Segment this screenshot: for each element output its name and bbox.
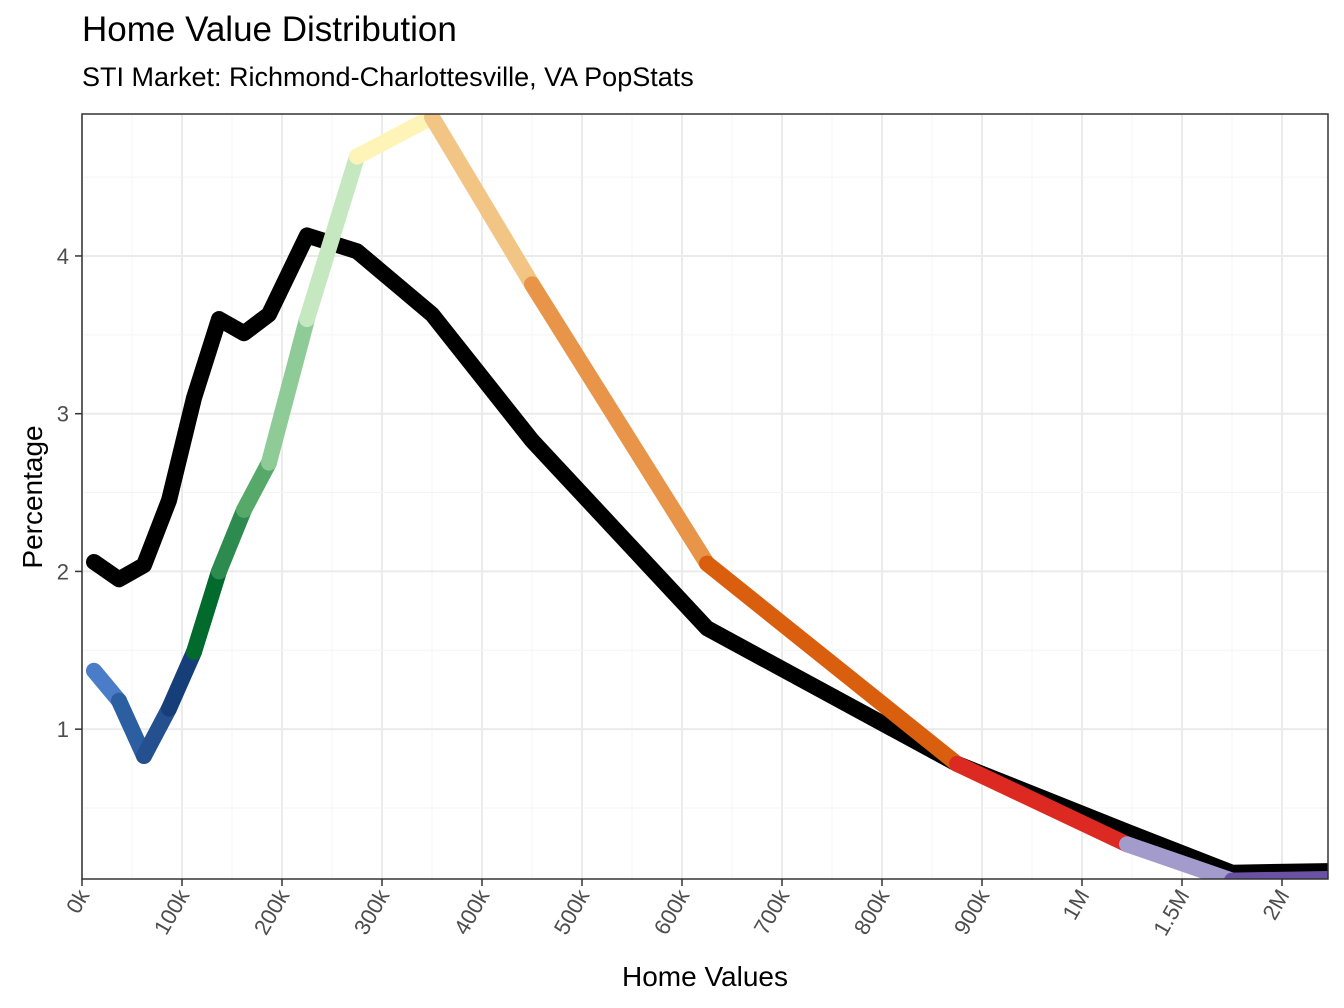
- popstats-line-segment: [299, 148, 365, 328]
- series-lines: [86, 114, 1328, 879]
- popstats-line-segment: [261, 311, 315, 471]
- popstats-line-segment: [211, 501, 252, 580]
- popstats-line-segment: [424, 114, 540, 293]
- y-axis: 1 2 3 4: [57, 244, 82, 742]
- popstats-line-segment: [349, 114, 440, 165]
- y-tick-label: 2: [57, 559, 69, 584]
- x-tick-label: 100k: [149, 884, 195, 939]
- grid-lines: [81, 114, 1328, 879]
- popstats-line-segment: [699, 555, 965, 772]
- x-axis: 0k 100k 200k 300k 400k 500k 600k 700k 800k 900k 1M…: [61, 879, 1294, 940]
- x-tick-label: 700k: [749, 884, 795, 939]
- popstats-line-segment: [136, 700, 177, 764]
- y-tick-label: 4: [57, 244, 69, 269]
- popstats-line-segment: [236, 454, 277, 518]
- x-tick-label: 200k: [249, 884, 295, 939]
- popstats-line-segment: [949, 755, 1135, 853]
- popstats-line-segment: [161, 643, 202, 717]
- x-tick-label: 500k: [549, 884, 595, 939]
- x-axis-title: Home Values: [622, 961, 788, 992]
- x-tick-label: 900k: [949, 884, 995, 939]
- x-tick-label: 400k: [449, 884, 495, 939]
- y-axis-title: Percentage: [17, 425, 48, 568]
- x-tick-label: 2M: [1257, 885, 1294, 924]
- panel-border: [81, 113, 1329, 880]
- y-tick-label: 1: [57, 717, 69, 742]
- popstats-line-segment: [186, 563, 227, 660]
- panel-background: [82, 114, 1328, 879]
- x-tick-label: 600k: [649, 884, 695, 939]
- x-tick-label: 1M: [1057, 885, 1094, 924]
- popstats-line-segment: [1119, 836, 1240, 879]
- y-tick-label: 3: [57, 402, 69, 427]
- chart-title: Home Value Distribution: [82, 10, 457, 49]
- chart-subtitle: STI Market: Richmond-Charlottesville, VA…: [82, 62, 694, 92]
- x-tick-label: 300k: [349, 884, 395, 939]
- x-tick-label: 800k: [849, 884, 895, 939]
- popstats-line-segment: [524, 276, 715, 572]
- x-tick-label: 1.5M: [1148, 885, 1194, 940]
- x-tick-label: 0k: [61, 884, 95, 917]
